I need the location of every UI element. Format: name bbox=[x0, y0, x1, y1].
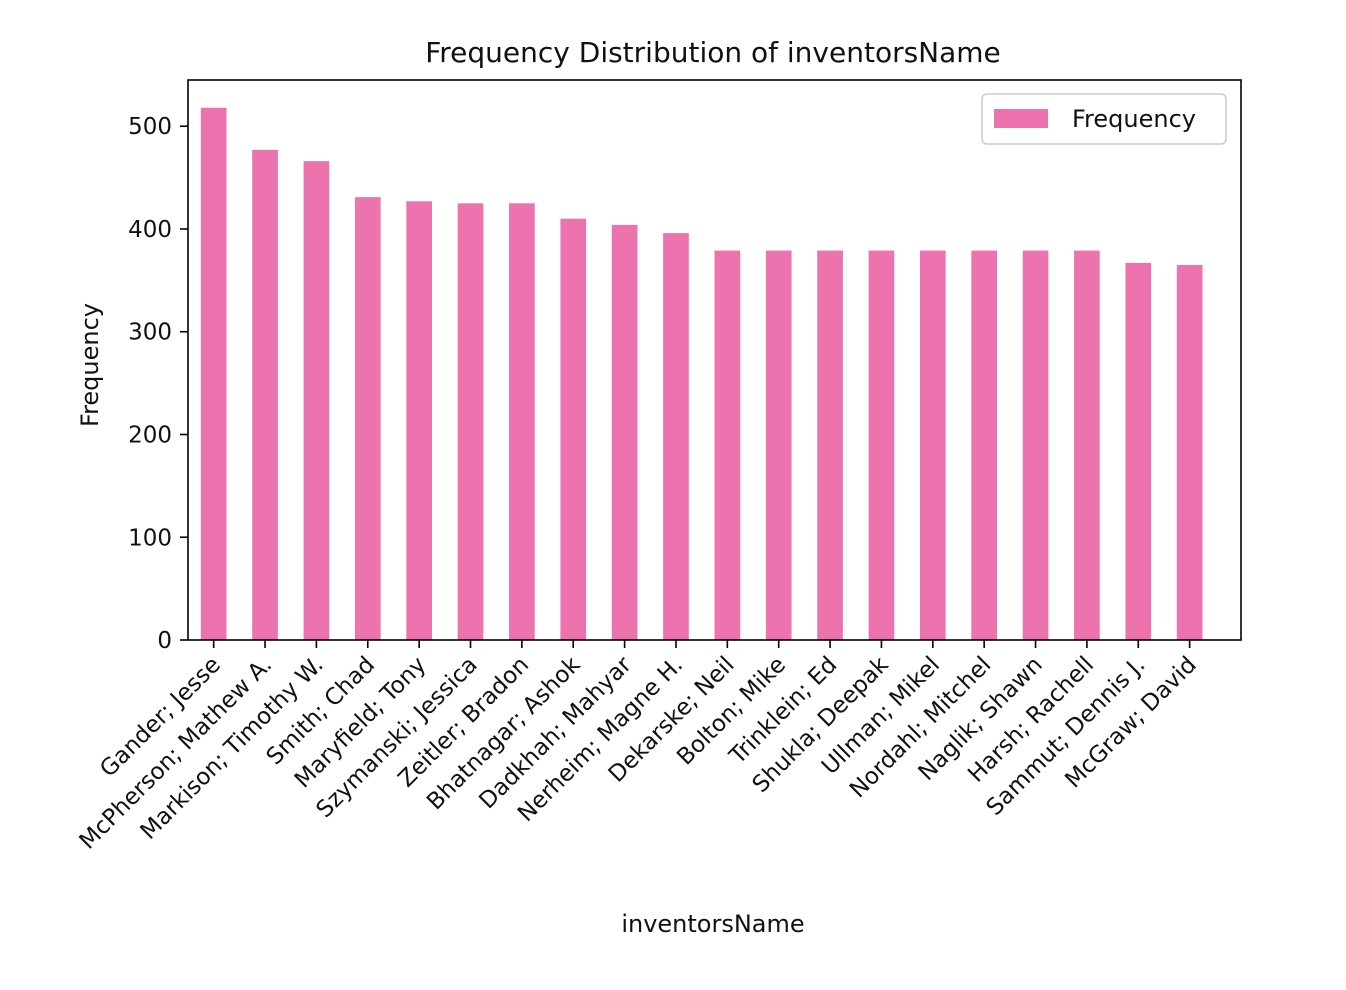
bar bbox=[663, 233, 689, 640]
x-axis-label: inventorsName bbox=[621, 910, 804, 938]
bar bbox=[1125, 262, 1152, 640]
bar bbox=[868, 250, 895, 640]
legend-swatch bbox=[994, 109, 1048, 128]
plot-frame bbox=[187, 79, 1242, 641]
bar bbox=[714, 250, 741, 640]
bar bbox=[611, 224, 638, 640]
y-tick-label: 400 bbox=[128, 217, 172, 243]
y-tick-label: 0 bbox=[157, 628, 172, 654]
bar bbox=[303, 161, 330, 641]
bar bbox=[509, 203, 535, 641]
bar bbox=[354, 197, 381, 640]
y-axis-label: Frequency bbox=[76, 303, 104, 427]
bar bbox=[919, 250, 946, 640]
bars-layer bbox=[200, 107, 1203, 641]
legend-box bbox=[981, 93, 1227, 145]
bar bbox=[252, 149, 278, 640]
bar bbox=[406, 201, 432, 640]
bar bbox=[560, 218, 587, 640]
bar bbox=[1074, 250, 1100, 640]
bar bbox=[457, 203, 484, 641]
y-tick-label: 500 bbox=[128, 114, 172, 140]
y-tick-label: 100 bbox=[128, 525, 172, 551]
bar bbox=[200, 107, 227, 641]
bar bbox=[765, 250, 792, 640]
y-tick-label: 200 bbox=[128, 423, 172, 449]
bar bbox=[971, 250, 998, 640]
bar bbox=[817, 250, 843, 640]
legend: Frequency bbox=[981, 93, 1227, 145]
y-tick-label: 300 bbox=[128, 320, 172, 346]
bar bbox=[1022, 250, 1049, 640]
legend-label: Frequency bbox=[1072, 105, 1196, 133]
bar bbox=[1176, 264, 1203, 640]
chart-title: Frequency Distribution of inventorsName bbox=[425, 36, 1001, 69]
y-axis: 0 100 200 300 400 500 bbox=[128, 114, 188, 654]
